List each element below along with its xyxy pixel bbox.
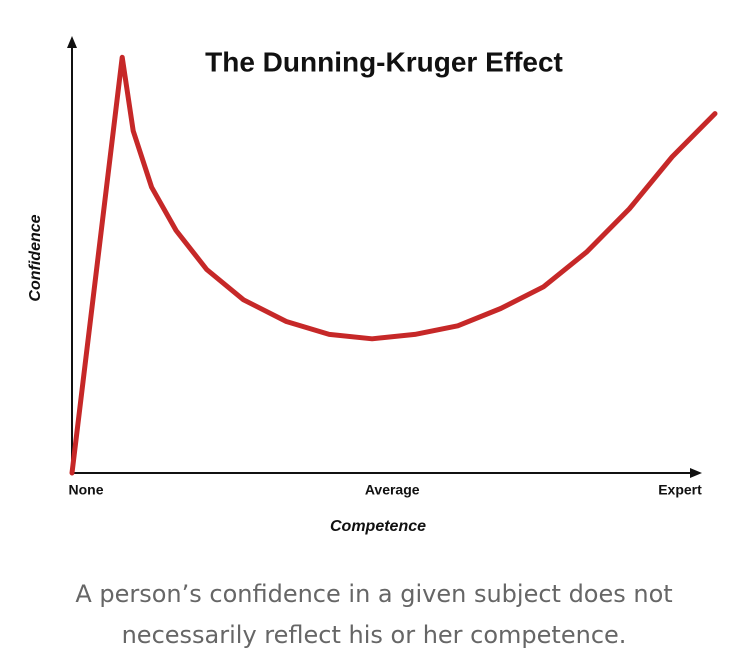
x-tick-label: None [69, 482, 104, 498]
x-tick-label: Average [365, 482, 420, 498]
y-axis-label: Confidence [27, 214, 44, 301]
chart-title: The Dunning-Kruger Effect [205, 46, 563, 77]
x-tick-label: Expert [658, 482, 702, 498]
y-axis-arrow [67, 36, 77, 48]
chart: The Dunning-Kruger Effect Competence Con… [27, 36, 718, 535]
confidence-curve [69, 54, 718, 476]
caption: A person’s confidence in a given subject… [75, 580, 673, 649]
x-axis-arrow [690, 468, 702, 478]
x-axis-label: Competence [330, 518, 426, 535]
